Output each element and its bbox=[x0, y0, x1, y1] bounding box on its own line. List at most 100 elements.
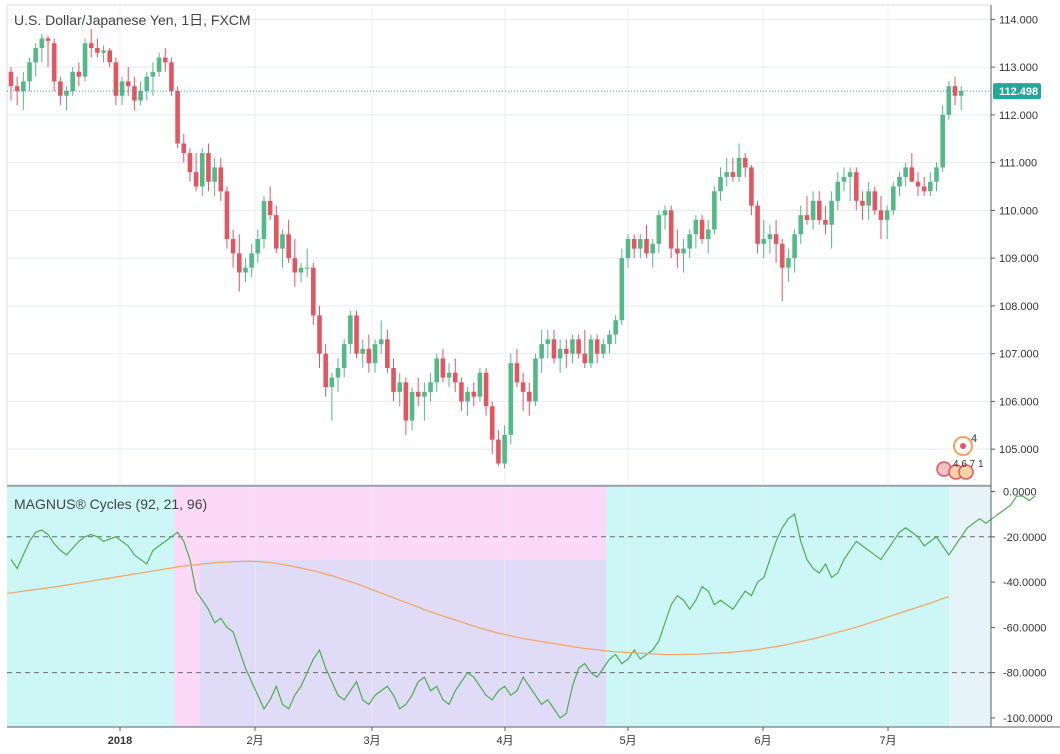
time-tick-label-5: 6月 bbox=[754, 735, 771, 747]
events-marker-label: 4 6 7 1 bbox=[953, 459, 984, 470]
candle-body-146 bbox=[909, 167, 915, 182]
candle-body-55 bbox=[348, 315, 353, 345]
candle-body-69 bbox=[434, 358, 440, 383]
last-price-badge: 112.498 bbox=[993, 83, 1041, 100]
price-tick-label-1: 113.000 bbox=[999, 62, 1038, 74]
candle-body-5 bbox=[39, 38, 45, 48]
economic-events-marker[interactable]: 4 6 7 1 bbox=[936, 459, 984, 480]
candle-body-149 bbox=[928, 181, 933, 192]
indicator-title[interactable]: MAGNUS® Cycles (92, 21, 96) bbox=[14, 496, 207, 512]
time-tick-label-2: 3月 bbox=[363, 735, 380, 747]
candle-body-145 bbox=[903, 167, 908, 177]
time-tick-label-3: 4月 bbox=[496, 735, 513, 747]
candle-body-128 bbox=[798, 215, 804, 235]
candle-body-98 bbox=[613, 320, 618, 335]
candle-body-36 bbox=[230, 239, 236, 254]
time-axis[interactable]: 2018 2月 3月 4月 5月 6月 7月 bbox=[108, 727, 897, 747]
candle-body-6 bbox=[45, 38, 51, 41]
candle-body-137 bbox=[853, 172, 859, 201]
candle-body-80 bbox=[502, 434, 507, 464]
cycle-axis[interactable]: 0.0000 -20.0000 -40.0000 -60.0000 -80.0000 -1… bbox=[991, 487, 1053, 725]
candle-body-29 bbox=[187, 153, 193, 173]
candle-body-38 bbox=[243, 267, 248, 273]
candle-body-23 bbox=[150, 71, 156, 77]
candle-body-40 bbox=[255, 239, 261, 254]
candle-body-106 bbox=[662, 210, 668, 216]
candle-body-78 bbox=[489, 406, 495, 440]
candle-body-140 bbox=[872, 191, 878, 211]
candle-body-116 bbox=[724, 172, 730, 177]
candle-body-8 bbox=[58, 81, 63, 96]
candle-body-108 bbox=[675, 248, 680, 254]
candle-body-123 bbox=[767, 234, 773, 240]
candle-body-101 bbox=[631, 239, 637, 249]
candle-body-2 bbox=[21, 81, 26, 91]
price-tick-label-6: 108.000 bbox=[999, 301, 1039, 313]
candle-body-127 bbox=[792, 234, 797, 259]
candle-body-115 bbox=[718, 176, 723, 192]
price-tick-label-2: 112.000 bbox=[999, 110, 1038, 122]
price-tick-label-0: 114.000 bbox=[999, 14, 1038, 26]
dividend-marker-label: 4 bbox=[971, 433, 977, 445]
candle-body-89 bbox=[557, 348, 563, 359]
candle-body-148 bbox=[921, 186, 927, 192]
cycle-tick-label-0: 0.0000 bbox=[1003, 487, 1037, 499]
candle-body-130 bbox=[810, 200, 816, 220]
candle-body-32 bbox=[206, 153, 211, 182]
candle-body-84 bbox=[526, 391, 532, 402]
candle-body-133 bbox=[829, 200, 834, 225]
candle-body-143 bbox=[891, 186, 896, 211]
dividend-marker[interactable]: 4 bbox=[953, 433, 977, 456]
dividend-marker-dot bbox=[960, 443, 966, 449]
time-tick-label-1: 2月 bbox=[246, 735, 263, 747]
candle-body-11 bbox=[76, 71, 82, 77]
candle-body-53 bbox=[335, 367, 341, 378]
candle-body-50 bbox=[317, 315, 322, 354]
candle-body-71 bbox=[446, 372, 452, 378]
candle-body-131 bbox=[816, 200, 822, 220]
price-chart-title: U.S. Dollar/Japanese Yen, 1日, FXCM bbox=[14, 12, 251, 28]
candle-body-125 bbox=[779, 243, 785, 268]
candle-body-109 bbox=[681, 248, 686, 254]
candle-body-20 bbox=[132, 86, 137, 101]
candle-body-113 bbox=[705, 229, 711, 240]
candle-body-79 bbox=[496, 439, 501, 464]
time-tick-label-4: 5月 bbox=[619, 735, 636, 747]
candle-body-31 bbox=[199, 153, 205, 187]
cycle-line bbox=[10, 495, 1036, 719]
candle-body-90 bbox=[564, 348, 569, 354]
candle-body-59 bbox=[372, 344, 378, 364]
zone-cyan-2 bbox=[606, 487, 949, 727]
candle-body-18 bbox=[119, 81, 125, 96]
candle-body-111 bbox=[693, 219, 699, 235]
candle-body-7 bbox=[51, 43, 57, 82]
candle-body-25 bbox=[162, 57, 168, 63]
candle-body-26 bbox=[169, 62, 174, 91]
price-tick-label-3: 111.000 bbox=[999, 158, 1037, 170]
candle-body-72 bbox=[452, 372, 458, 383]
cycle-tick-label-5: -100.0000 bbox=[1003, 713, 1053, 725]
candle-body-77 bbox=[483, 372, 489, 407]
candle-body-119 bbox=[742, 157, 748, 168]
price-axis[interactable]: 114.000 113.000 112.000 111.000 110.000 109.0… bbox=[991, 14, 1039, 456]
candle-body-129 bbox=[804, 215, 810, 220]
candle-body-138 bbox=[860, 200, 865, 206]
candle-body-61 bbox=[385, 339, 390, 368]
price-tick-label-5: 109.000 bbox=[999, 253, 1039, 265]
candle-body-58 bbox=[366, 348, 372, 364]
candle-body-151 bbox=[940, 114, 945, 168]
candle-body-102 bbox=[638, 239, 643, 249]
candle-body-63 bbox=[397, 382, 403, 392]
candle-body-66 bbox=[415, 391, 421, 397]
zone-cyan-1 bbox=[7, 487, 174, 727]
event-flag-icon-3 bbox=[958, 464, 974, 480]
candle-body-82 bbox=[514, 363, 520, 383]
candle-body-19 bbox=[125, 81, 131, 87]
candle-body-13 bbox=[88, 43, 94, 48]
price-tick-label-7: 107.000 bbox=[999, 349, 1039, 361]
candle-body-35 bbox=[224, 191, 230, 240]
candle-body-56 bbox=[354, 315, 359, 354]
candle-body-57 bbox=[360, 348, 365, 354]
candle-body-110 bbox=[687, 234, 692, 249]
